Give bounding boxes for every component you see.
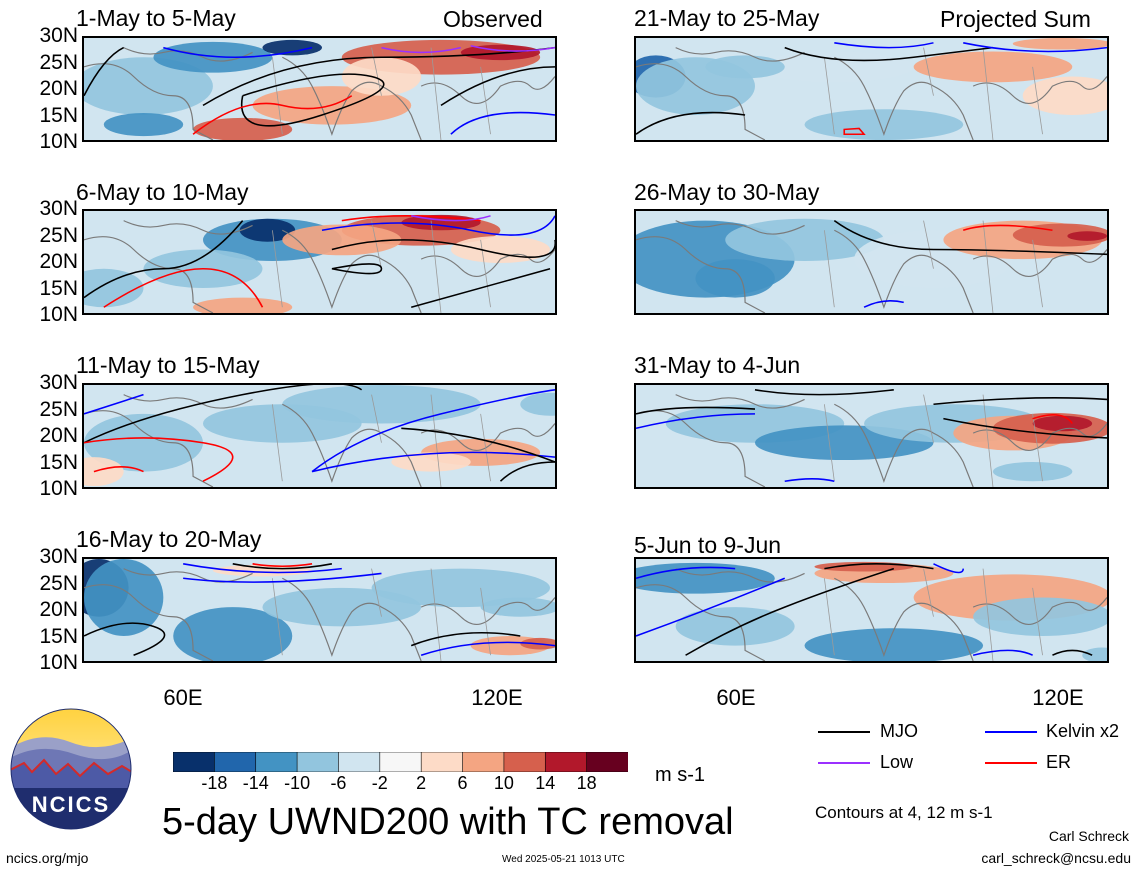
map-panel bbox=[82, 383, 557, 489]
contours-note: Contours at 4, 12 m s-1 bbox=[815, 803, 993, 822]
logo-text: NCICS bbox=[31, 792, 111, 817]
map-panel bbox=[634, 36, 1109, 142]
panel-title: 21-May to 25-May bbox=[634, 5, 820, 31]
lat-tick-label: 10N bbox=[39, 477, 78, 500]
colorbar-tick-label: 6 bbox=[457, 773, 468, 793]
colorbar-tick-label: -6 bbox=[330, 773, 347, 793]
units-label: m s-1 bbox=[655, 764, 705, 786]
panel-title: 6-May to 10-May bbox=[76, 179, 249, 205]
colorbar-swatch bbox=[296, 751, 340, 773]
legend-label-kelvin: Kelvin x2 bbox=[1046, 721, 1120, 741]
legend-line-er bbox=[985, 762, 1037, 764]
panel-title: 5-Jun to 9-Jun bbox=[634, 532, 782, 558]
lat-tick-label: 25N bbox=[39, 223, 78, 247]
legend-line-mjo bbox=[818, 731, 870, 733]
map-panel bbox=[634, 209, 1109, 315]
lat-tick-label: 25N bbox=[39, 571, 78, 595]
lat-tick-label: 30N bbox=[39, 24, 78, 47]
map-panel bbox=[82, 557, 557, 663]
lat-tick-label: 15N bbox=[39, 103, 78, 127]
lat-tick-label: 20N bbox=[39, 598, 78, 621]
colorbar-tick-label: -10 bbox=[284, 773, 311, 793]
colorbar-tick-label: -2 bbox=[371, 773, 388, 793]
lat-tick-label: 30N bbox=[39, 545, 78, 568]
legend-label-low: Low bbox=[880, 752, 914, 772]
lon-tick-120e-right: 120E bbox=[1032, 685, 1084, 710]
colorbar-swatch bbox=[503, 751, 547, 773]
map-panel bbox=[82, 209, 557, 315]
lat-tick-label: 20N bbox=[39, 250, 78, 273]
panel-title: 26-May to 30-May bbox=[634, 179, 820, 205]
colorbar-swatch bbox=[214, 751, 257, 773]
colorbar-tick-label: -18 bbox=[201, 773, 228, 793]
legend-line-low bbox=[818, 762, 870, 764]
legend-line-kelvin bbox=[985, 731, 1037, 733]
lon-tick-60e-left: 60E bbox=[163, 685, 203, 710]
lat-tick-label: 15N bbox=[39, 276, 78, 300]
colorbar-swatch bbox=[420, 751, 464, 773]
legend-label-mjo: MJO bbox=[880, 721, 918, 741]
main-title: 5-day UWND200 with TC removal bbox=[162, 801, 734, 843]
footer-url[interactable]: ncics.org/mjo bbox=[6, 850, 89, 866]
lat-tick-label: 10N bbox=[39, 130, 78, 153]
colorbar-swatch bbox=[379, 751, 422, 773]
panel-title: 31-May to 4-Jun bbox=[634, 352, 801, 378]
legend-label-er: ER bbox=[1046, 752, 1072, 772]
lat-tick-label: 25N bbox=[39, 50, 78, 74]
panel-title: 1-May to 5-May bbox=[76, 5, 236, 31]
lat-tick-label: 10N bbox=[39, 303, 78, 326]
colorbar-tick-label: 18 bbox=[576, 773, 597, 793]
colorbar-tick-label: 10 bbox=[493, 773, 514, 793]
lat-tick-label: 30N bbox=[39, 197, 78, 220]
map-panel bbox=[634, 557, 1109, 663]
colorbar-swatch bbox=[172, 751, 216, 773]
colorbar-swatch bbox=[544, 751, 588, 773]
panel-tag: Observed bbox=[443, 6, 543, 32]
colorbar-swatches bbox=[172, 751, 629, 773]
footer-email[interactable]: carl_schreck@ncsu.edu bbox=[981, 850, 1131, 866]
ncics-logo: NCICS bbox=[10, 708, 132, 830]
lat-tick-label: 20N bbox=[39, 424, 78, 447]
colorbar-tick-label: 2 bbox=[416, 773, 427, 793]
lat-tick-label: 20N bbox=[39, 77, 78, 100]
map-panel bbox=[82, 36, 557, 142]
colorbar-swatch bbox=[586, 751, 629, 773]
map-panel bbox=[634, 383, 1109, 489]
ncics-logo-icon bbox=[10, 708, 132, 830]
panel-title: 11-May to 15-May bbox=[76, 352, 260, 378]
lat-tick-label: 25N bbox=[39, 397, 78, 421]
footer-author: Carl Schreck bbox=[1048, 828, 1129, 844]
lat-tick-label: 30N bbox=[39, 371, 78, 394]
colorbar-swatch bbox=[462, 751, 505, 773]
lat-tick-label: 15N bbox=[39, 624, 78, 648]
colorbar-swatch bbox=[255, 751, 298, 773]
colorbar-tick-label: 14 bbox=[535, 773, 556, 793]
lon-tick-120e-left: 120E bbox=[471, 685, 523, 710]
colorbar bbox=[172, 751, 629, 773]
footer-timestamp: Wed 2025-05-21 1013 UTC bbox=[502, 854, 625, 865]
colorbar-swatch bbox=[338, 751, 381, 773]
lat-tick-label: 15N bbox=[39, 450, 78, 474]
panel-title: 16-May to 20-May bbox=[76, 526, 262, 552]
panel-tag: Projected Sum bbox=[940, 6, 1091, 32]
lat-tick-label: 10N bbox=[39, 651, 78, 674]
lon-tick-60e-right: 60E bbox=[716, 685, 756, 710]
colorbar-tick-label: -14 bbox=[242, 773, 269, 793]
